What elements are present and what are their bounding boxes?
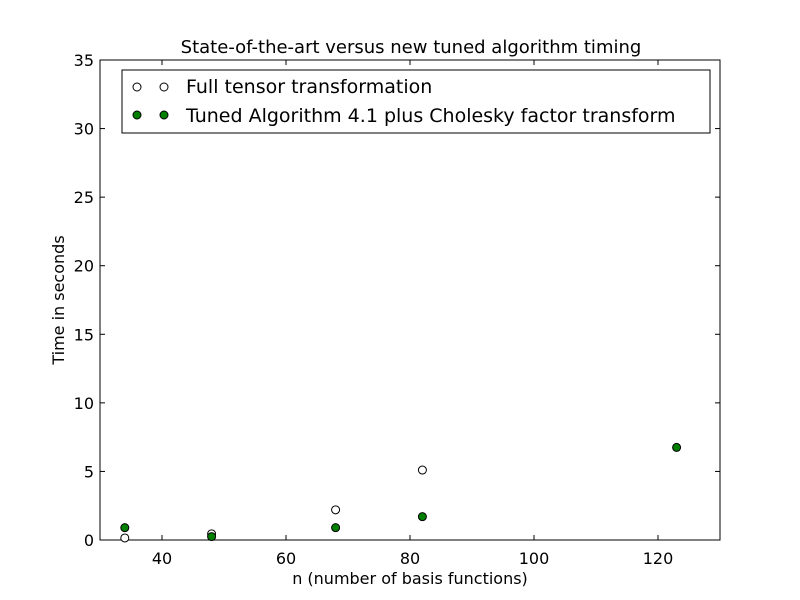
data-point-full-tensor <box>120 533 130 543</box>
data-point-tuned <box>120 523 130 533</box>
y-tick-label: 5 <box>84 462 94 481</box>
x-tick-label: 60 <box>276 549 296 568</box>
x-tick-label: 100 <box>519 549 550 568</box>
x-tick-label: 80 <box>400 549 420 568</box>
legend-label-tuned: Tuned Algorithm 4.1 plus Cholesky factor… <box>185 105 676 127</box>
data-points <box>120 442 682 543</box>
legend: Full tensor transformation Tuned Algorit… <box>121 69 711 134</box>
legend-marker-tuned <box>159 110 169 120</box>
data-point-tuned <box>331 523 341 533</box>
data-point-tuned <box>672 442 682 452</box>
y-tick-label: 30 <box>74 120 94 139</box>
data-point-full-tensor <box>331 505 341 515</box>
y-axis-label: Time in seconds <box>49 235 68 365</box>
y-tick-label: 20 <box>74 257 94 276</box>
chart-title: State-of-the-art versus new tuned algori… <box>181 37 642 58</box>
legend-label-full-tensor: Full tensor transformation <box>186 76 432 98</box>
x-axis-label: n (number of basis functions) <box>292 569 528 588</box>
data-point-tuned <box>417 512 427 522</box>
y-tick-label: 10 <box>74 394 94 413</box>
y-tick-label: 15 <box>74 325 94 344</box>
legend-marker-tuned <box>132 110 142 120</box>
legend-marker-full-tensor <box>159 82 169 92</box>
legend-box <box>121 69 711 134</box>
y-tick-label: 25 <box>74 188 94 207</box>
x-tick-label: 120 <box>643 549 674 568</box>
x-tick-label: 40 <box>152 549 172 568</box>
axis-ticks: 40 60 80 100 120 0 5 10 15 20 25 30 35 <box>74 51 720 568</box>
y-tick-label: 35 <box>74 51 94 70</box>
data-point-full-tensor <box>417 465 427 475</box>
data-point-tuned <box>207 532 217 542</box>
y-tick-label: 0 <box>84 531 94 550</box>
legend-marker-full-tensor <box>132 82 142 92</box>
